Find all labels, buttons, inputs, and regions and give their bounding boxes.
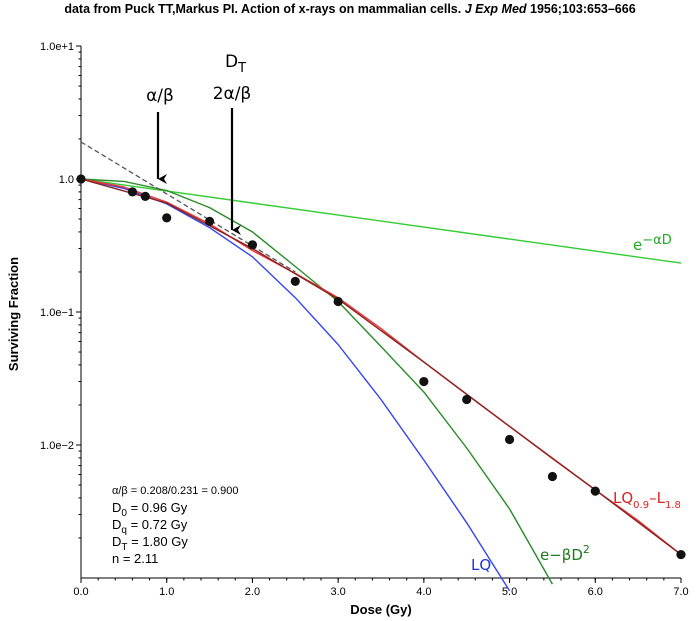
data-point: [127, 187, 138, 197]
label-lq-l: LQ0.9–L1.8: [613, 489, 681, 511]
y-tick-label: 1.0e−2: [40, 440, 74, 452]
data-point: [462, 394, 472, 405]
x-axis-label: Dose (Gy): [350, 602, 411, 617]
x-tick-label: 3.0: [330, 586, 345, 598]
x-tick-label: 5.0: [502, 586, 517, 598]
label-lq: LQ: [471, 556, 491, 574]
data-point: [676, 549, 686, 560]
parameter-block: α/β = 0.208/0.231 = 0.900 D0 = 0.96 Gy D…: [112, 485, 238, 566]
data-point: [547, 471, 558, 482]
param-n: n = 2.11: [112, 551, 158, 566]
title-citation-ref: 1956;103:653–666: [526, 2, 636, 16]
x-tick-label: 6.0: [588, 586, 603, 598]
param-d0: D0 = 0.96 Gy: [112, 500, 188, 519]
title-citation-text: data from Puck TT,Markus PI. Action of x…: [64, 2, 465, 16]
data-point: [76, 174, 86, 184]
data-point: [247, 240, 258, 250]
x-tick-label: 7.0: [673, 586, 688, 598]
data-point: [162, 213, 172, 223]
label-exp-beta: e−βD2: [540, 543, 590, 564]
series-line-ref-dark: [80, 178, 682, 556]
dt-arrow-label-bottom: 2α/β: [213, 84, 252, 104]
data-point: [140, 191, 150, 201]
x-tick-label: 4.0: [416, 586, 431, 598]
series-line-e-d: [80, 178, 682, 264]
data-point: [204, 216, 215, 226]
title-journal: J Exp Med: [464, 2, 527, 16]
data-point: [290, 276, 300, 286]
x-tick-label: 2.0: [245, 586, 260, 598]
alpha-beta-arrow-label: α/β: [146, 86, 174, 106]
chart-title: data from Puck TT,Markus PI. Action of x…: [0, 2, 700, 16]
data-point: [333, 296, 343, 307]
y-tick-label: 1.0e−1: [40, 307, 74, 319]
alpha-beta-arrow: α/β: [146, 86, 174, 184]
y-axis-label: Surviving Fraction: [6, 257, 21, 371]
series-layer: [80, 141, 682, 592]
param-ratio: α/β = 0.208/0.231 = 0.900: [112, 485, 238, 497]
data-point: [590, 486, 600, 496]
x-tick-label: 1.0: [159, 586, 174, 598]
param-dt: DT = 1.80 Gy: [112, 534, 188, 553]
series-line-asymptote: [80, 141, 296, 273]
label-exp-alpha: e−αD: [633, 233, 672, 254]
param-dq: Dq = 0.72 Gy: [112, 517, 188, 536]
y-tick-label: 1.0e+1: [40, 41, 74, 53]
data-point: [419, 376, 429, 387]
axes: 1.0e+1 1.0 1.0e−1 1.0e−2 0.0 1.0 2.0 3.0 4.0 5.0 6…: [40, 41, 689, 598]
series-line-lq0-9-l1-8: [80, 178, 682, 556]
dt-arrow-label-top: DT: [225, 52, 246, 76]
y-tick-label: 1.0: [59, 174, 74, 186]
data-points: [76, 174, 686, 560]
x-tick-label: 0.0: [73, 586, 88, 598]
dt-arrow: DT 2α/β: [213, 52, 252, 235]
data-point: [504, 434, 515, 445]
